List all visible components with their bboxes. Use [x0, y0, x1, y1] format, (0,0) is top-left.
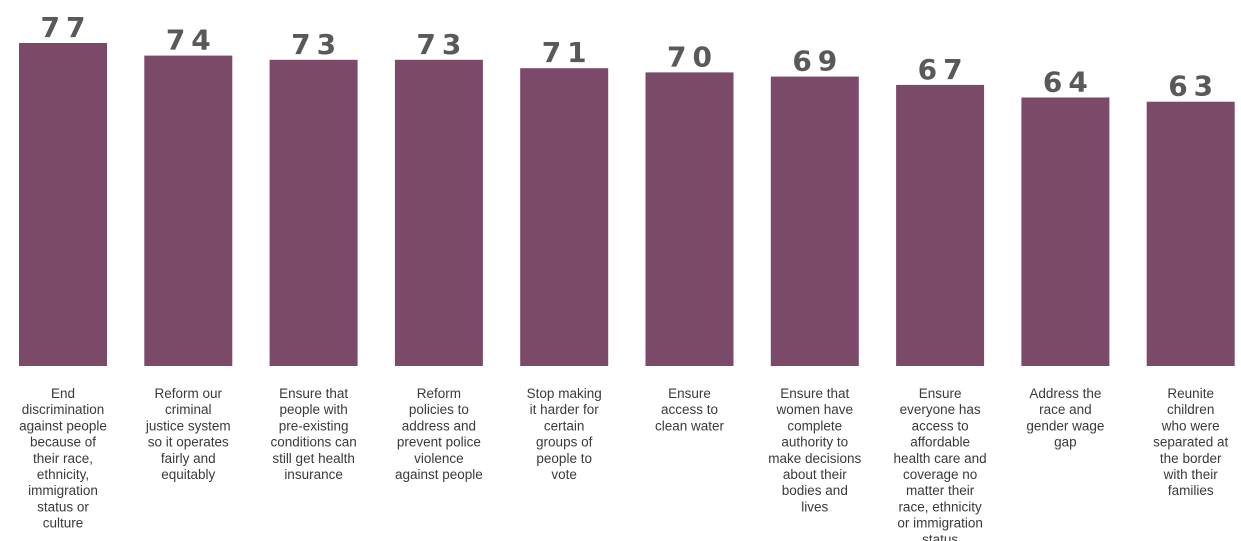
category-label-line: Ensure that [279, 386, 348, 401]
category-label-line: status or [37, 499, 89, 514]
bar [520, 68, 609, 366]
category-label-line: children [1167, 402, 1214, 417]
category-label: Ensure everyone has access to affordable hea… [894, 386, 987, 541]
bar [394, 59, 483, 367]
category-label-line: Reform [417, 386, 461, 401]
category-label-line: Ensure that [780, 386, 849, 401]
category-label-line: people with [279, 402, 347, 417]
category-label-line: their race, [33, 451, 93, 466]
category-label-line: it harder for [530, 402, 600, 417]
category-label-line: coverage no [903, 467, 977, 482]
category-label-line: policies to [409, 402, 469, 417]
value-label: 77 [41, 11, 92, 44]
category-label-line: access to [661, 402, 718, 417]
category-label-line: who were [1161, 418, 1220, 433]
value-label: 73 [416, 28, 467, 61]
category-label-line: health care and [894, 451, 987, 466]
category-label: Address the race and gender wage gap [1026, 386, 1104, 450]
category-label-line: because of [30, 435, 96, 450]
category-label-line: bodies and [782, 483, 848, 498]
category-label-line: separated at [1153, 435, 1228, 450]
category-label-line: race and [1039, 402, 1092, 417]
category-label: Reunite children who were separated at the b… [1153, 386, 1228, 498]
category-label-line: Reunite [1167, 386, 1214, 401]
category-label-line: clean water [655, 418, 725, 433]
category-label-line: race, ethnicity [898, 499, 982, 514]
category-label-line: Reform our [155, 386, 223, 401]
category-label-line: pre-existing [279, 418, 349, 433]
category-label-line: violence [414, 451, 464, 466]
category-label-line: gender wage [1026, 418, 1104, 433]
category-label-line: women have [776, 402, 854, 417]
category-label-line: people to [536, 451, 592, 466]
category-label-line: groups of [536, 435, 593, 450]
value-label: 64 [1043, 66, 1094, 99]
category-label-line: the border [1160, 451, 1222, 466]
category-label-line: criminal [165, 402, 212, 417]
bar [770, 76, 859, 366]
category-label-line: Stop making [527, 386, 602, 401]
bar [1021, 97, 1110, 366]
bar [1146, 101, 1235, 366]
value-label: 71 [542, 36, 593, 69]
category-label-line: justice system [145, 418, 231, 433]
category-label-line: families [1168, 483, 1214, 498]
bar [144, 55, 233, 366]
bar [645, 72, 734, 367]
category-label-line: ethnicity, [37, 467, 89, 482]
category-label-line: conditions can [270, 435, 356, 450]
category-label-line: everyone has [900, 402, 981, 417]
category-label-line: still get health [272, 451, 355, 466]
category-label-line: access to [912, 418, 969, 433]
category-label-line: Address the [1029, 386, 1101, 401]
bar [896, 84, 985, 367]
category-label-line: complete [787, 418, 842, 433]
category-label-line: matter their [906, 483, 975, 498]
bar [19, 43, 107, 366]
bar [269, 59, 358, 367]
category-label: Stop making it harder for certain groups of… [527, 386, 602, 482]
category-label-line: discrimination [22, 402, 105, 417]
category-label: Ensure that people with pre-existing condit… [270, 386, 356, 482]
category-label-line: about their [783, 467, 847, 482]
value-label: 69 [792, 45, 843, 78]
category-label-line: certain [544, 418, 585, 433]
category-label-line: address and [402, 418, 476, 433]
category-label-line: against people [395, 467, 483, 482]
category-label-line: prevent police [397, 435, 481, 450]
category-label-line: lives [801, 499, 828, 514]
category-label-line: Ensure [668, 386, 711, 401]
category-label-line: make decisions [768, 451, 861, 466]
category-label: Ensure that women have complete authority t… [768, 386, 861, 514]
category-label-line: Ensure [919, 386, 962, 401]
category-label-line: against people [19, 418, 107, 433]
value-label: 73 [291, 28, 342, 61]
category-label-line: or immigration [897, 516, 983, 531]
category-label: Reform our criminal justice system so it op… [145, 386, 231, 482]
value-label: 67 [918, 53, 969, 86]
value-label: 63 [1168, 70, 1219, 103]
category-label-line: so it operates [148, 435, 229, 450]
category-label-line: authority to [781, 435, 848, 450]
category-label-line: fairly and [161, 451, 216, 466]
category-label: End discrimination against people because o… [19, 386, 107, 531]
category-label-line: affordable [910, 435, 970, 450]
category-label-line: status [922, 532, 958, 541]
category-label-line: gap [1054, 435, 1077, 450]
category-label-line: vote [551, 467, 577, 482]
category-label-line: End [51, 386, 75, 401]
category-label: Ensure access to clean water [655, 386, 725, 433]
value-label: 74 [166, 24, 217, 57]
category-label-line: insurance [284, 467, 343, 482]
category-label-line: immigration [28, 483, 98, 498]
category-label-line: culture [43, 516, 84, 531]
category-label-line: equitably [161, 467, 215, 482]
category-label-line: with their [1163, 467, 1219, 482]
value-label: 70 [667, 40, 718, 73]
category-label: Reform policies to address and prevent poli… [395, 386, 483, 482]
